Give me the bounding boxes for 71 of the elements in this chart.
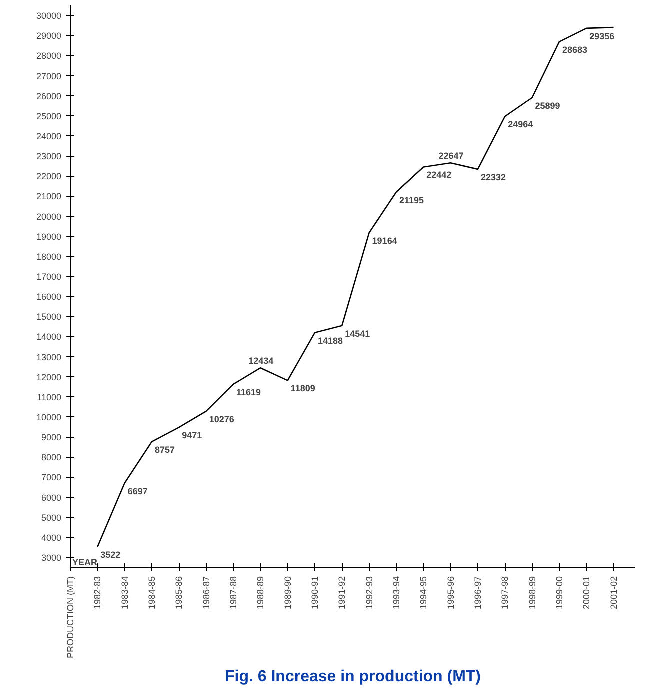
- y-tick-label: 14000: [36, 332, 62, 342]
- x-tick-label: 1999-00: [554, 576, 564, 610]
- data-label: 19164: [372, 236, 398, 246]
- y-tick-label: 7000: [41, 472, 62, 483]
- x-tick-label: 1988-89: [256, 576, 266, 610]
- x-tick-label: 1995-96: [446, 576, 456, 610]
- x-tick-label: 2000-01: [582, 576, 592, 610]
- text: Fig. 6 Increase in production (MT): [224, 668, 482, 686]
- data-label: 9471: [182, 430, 202, 441]
- data-label: 21195: [399, 195, 424, 206]
- data-label: 22442: [426, 170, 452, 180]
- x-tick-label: 1983-84: [120, 576, 130, 610]
- y-tick-label: 10000: [36, 412, 62, 422]
- y-tick-label: 9000: [41, 432, 62, 443]
- data-label: 6697: [128, 486, 148, 496]
- y-tick-label: 16000: [36, 292, 62, 302]
- data-label: 24964: [508, 120, 534, 130]
- x-tick-label: 1986-87: [201, 576, 212, 610]
- x-tick-label: 1987-88: [228, 576, 238, 610]
- x-tick-label: 1989-90: [282, 576, 293, 610]
- y-tick-label: 12000: [36, 372, 62, 382]
- y-tick-label: 15000: [36, 312, 62, 322]
- annotation: YEAR: [72, 558, 98, 568]
- y-tick-label: 23000: [36, 152, 62, 162]
- data-label: 3522: [100, 550, 121, 560]
- data-label: 22647: [438, 151, 464, 162]
- y-tick-label: 4000: [41, 532, 62, 543]
- data-label: 25899: [535, 100, 560, 111]
- y-tick-label: 28000: [36, 51, 62, 62]
- x-tick-label: 1985-86: [174, 576, 184, 610]
- x-tick-label: 1994-95: [418, 576, 429, 610]
- y-tick-label: 3000: [41, 552, 62, 563]
- text: PRODUCTION (MT): [66, 576, 76, 658]
- data-label: 11619: [236, 387, 262, 398]
- x-tick-label: 1982-83: [92, 576, 103, 610]
- data-label: 8757: [154, 444, 176, 455]
- data-label: 14188: [318, 336, 343, 346]
- y-tick-label: 6000: [41, 492, 62, 503]
- data-label: 11809: [290, 384, 316, 394]
- y-tick-label: 29000: [36, 31, 62, 42]
- data-label: 29356: [590, 31, 615, 42]
- data-label: 28683: [562, 44, 588, 55]
- y-tick-label: 25000: [36, 111, 62, 122]
- y-tick-label: 13000: [36, 352, 62, 362]
- y-tick-label: 11000: [37, 392, 62, 402]
- y-tick-label: 22000: [36, 172, 62, 182]
- data-label: 22332: [480, 172, 506, 182]
- y-tick-label: 26000: [36, 91, 62, 102]
- y-tick-label: 5000: [41, 512, 62, 523]
- x-tick-label: 1984-85: [146, 576, 157, 610]
- y-tick-label: 30000: [36, 11, 62, 22]
- x-tick-label: 1991-92: [337, 576, 348, 610]
- x-tick-label: 1992-93: [364, 576, 374, 610]
- data-label: 12434: [248, 356, 274, 366]
- y-tick-label: 24000: [36, 131, 62, 142]
- y-tick-label: 19000: [36, 232, 62, 242]
- line-series: [97, 26, 614, 548]
- data-label: 10276: [209, 414, 234, 424]
- x-tick-label: 1997-98: [500, 576, 510, 610]
- y-tick-label: 21000: [36, 192, 62, 202]
- y-tick-label: 18000: [36, 252, 62, 262]
- x-tick-label: 1998-99: [527, 576, 538, 610]
- x-tick-label: 1996-97: [472, 576, 483, 610]
- y-tick-label: 8000: [41, 452, 62, 463]
- y-tick-label: 20000: [36, 212, 62, 222]
- y-tick-label: 27000: [36, 71, 62, 82]
- x-tick-label: 1993-94: [391, 576, 402, 610]
- data-label: 14541: [345, 328, 370, 339]
- x-tick-label: 1990-91: [310, 576, 320, 610]
- x-tick-label: 2001-02: [608, 576, 619, 610]
- y-tick-label: 17000: [36, 272, 62, 282]
